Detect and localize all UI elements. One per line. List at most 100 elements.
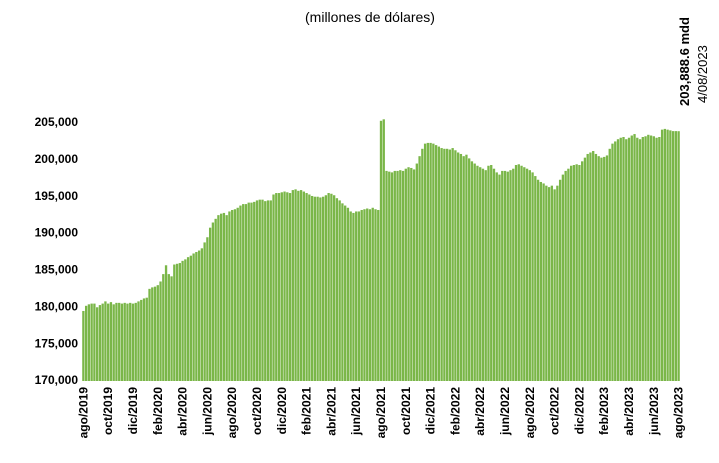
bar: [95, 307, 99, 381]
bar: [294, 189, 297, 381]
bar: [490, 165, 493, 381]
bar: [355, 211, 358, 381]
bar: [319, 197, 322, 381]
bar: [448, 149, 452, 381]
bar: [454, 150, 457, 381]
x-tick-label: ago/2021: [374, 387, 388, 439]
x-tick-label: abr/2023: [622, 387, 636, 436]
bar: [266, 200, 270, 381]
bar: [217, 215, 220, 381]
bar: [484, 170, 487, 381]
bar: [647, 134, 650, 381]
x-tick-label: jun/2022: [498, 387, 512, 436]
bar: [84, 305, 88, 381]
x-tick-label: dic/2020: [275, 387, 289, 435]
bar: [178, 263, 181, 381]
bar: [429, 142, 432, 381]
bar: [388, 171, 391, 381]
bar: [415, 163, 418, 381]
x-tick-label: ago/2020: [225, 387, 239, 439]
bar: [379, 120, 383, 381]
bar: [283, 191, 286, 381]
bar: [258, 199, 261, 381]
bar: [462, 156, 465, 381]
bar: [404, 168, 407, 381]
x-tick-label: ago/2019: [76, 387, 90, 439]
bar: [652, 136, 655, 381]
bar: [674, 131, 678, 381]
bar: [608, 148, 611, 381]
bar: [269, 200, 272, 381]
bar: [514, 165, 518, 381]
y-tick-label: 180,000: [35, 299, 79, 313]
bar: [627, 137, 631, 381]
bar: [173, 264, 176, 381]
bar: [140, 299, 143, 381]
bar: [412, 169, 416, 381]
bar: [630, 135, 633, 381]
bar: [671, 131, 675, 381]
bar: [517, 164, 520, 381]
bar: [208, 227, 212, 381]
bar: [385, 170, 388, 381]
bar: [669, 130, 672, 381]
bar: [589, 152, 592, 381]
bar: [550, 185, 554, 381]
bar: [636, 137, 639, 381]
x-tick-label: ago/2023: [672, 387, 686, 439]
bar: [633, 134, 636, 381]
x-tick-label: dic/2019: [126, 387, 140, 435]
bar: [432, 143, 435, 381]
bar: [377, 209, 380, 381]
bar: [129, 302, 132, 381]
y-tick-label: 205,000: [35, 115, 79, 129]
bar: [457, 152, 460, 381]
bar: [644, 136, 647, 381]
bar: [236, 207, 239, 381]
bar: [344, 205, 347, 381]
bar: [167, 274, 170, 381]
bar: [371, 207, 374, 381]
x-tick-label: feb/2023: [597, 387, 611, 435]
bar: [677, 131, 680, 381]
bar: [366, 208, 369, 381]
bar: [578, 165, 581, 381]
bar: [495, 172, 498, 381]
bar: [616, 139, 620, 381]
bar: [473, 163, 476, 381]
bar: [346, 207, 350, 381]
bar: [561, 174, 565, 381]
bar: [597, 156, 600, 381]
x-tick-label: oct/2020: [250, 387, 264, 435]
bar: [525, 168, 529, 381]
bar: [581, 161, 584, 381]
bar: [297, 190, 300, 381]
bar: [536, 179, 540, 381]
bar: [162, 274, 165, 381]
bar: [410, 167, 413, 381]
bar: [214, 218, 217, 381]
x-tick-label: feb/2022: [448, 387, 462, 435]
bar: [506, 171, 509, 381]
bar: [479, 167, 482, 381]
bar: [244, 204, 248, 381]
bar: [443, 148, 446, 381]
annotation-value: 203,888.6 mdd: [677, 17, 692, 106]
bar: [487, 165, 490, 381]
bar: [115, 302, 118, 381]
y-tick-label: 185,000: [35, 263, 79, 277]
bar: [228, 211, 231, 381]
bar: [277, 193, 281, 381]
bar: [192, 253, 195, 381]
bar: [222, 212, 226, 381]
bar: [203, 242, 206, 381]
x-tick-label: oct/2022: [548, 387, 562, 435]
y-tick-label: 190,000: [35, 226, 79, 240]
bar: [324, 195, 328, 381]
bar: [360, 209, 363, 381]
x-tick-label: oct/2019: [101, 387, 115, 435]
bar: [231, 209, 234, 381]
bar: [468, 158, 471, 381]
bar: [247, 202, 250, 381]
